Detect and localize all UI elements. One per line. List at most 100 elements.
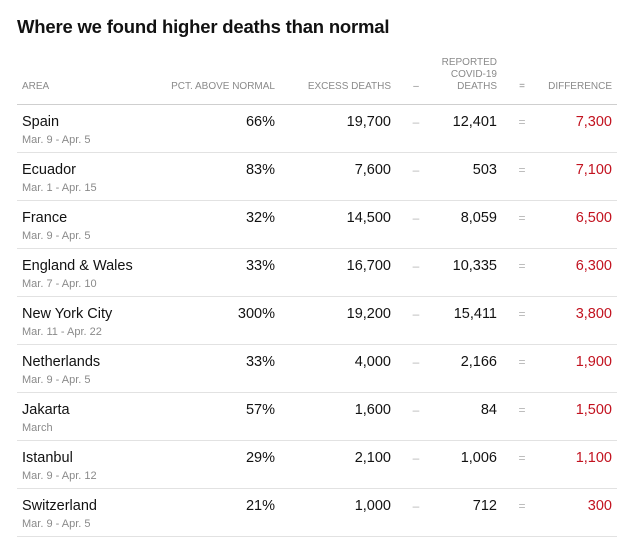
area-cell: France Mar. 9 - Apr. 5 [17,200,167,249]
excess-deaths-value: 1,000 [354,498,391,514]
difference-value: 3,800 [575,306,612,322]
equals-operator: = [497,248,547,297]
table-row: Istanbul Mar. 9 - Apr. 12 29% 2,100– 1,006 = 1… [17,440,617,489]
excess-deaths-value: 19,200 [346,306,391,322]
table-row: Switzerland Mar. 9 - Apr. 5 21% 1,000– 712 = 3… [17,488,617,537]
pct-above-normal-cell: 32% [167,200,275,249]
area-date-range: Mar. 9 - Apr. 12 [22,470,97,482]
difference-cell: 6,500 [547,200,617,249]
area-date-range: Mar. 1 - Apr. 15 [22,182,97,194]
pct-above-normal-value: 57% [245,402,275,418]
table-row: New York City Mar. 11 - Apr. 22 300% 19,200… [17,296,617,345]
column-header-area: AREA [17,55,167,105]
difference-cell: 300 [547,488,617,537]
excess-deaths-value: 14,500 [346,210,391,226]
pct-above-normal-value: 33% [245,258,275,274]
excess-deaths-table: AREA PCT. ABOVE NORMAL EXCESS DEATHS – R… [17,55,617,537]
area-name: Ecuador [22,162,77,178]
area-name: France [22,210,68,226]
excess-deaths-value: 1,600 [354,402,391,418]
minus-operator: – [391,104,441,153]
table-row: Netherlands Mar. 9 - Apr. 5 33% 4,000– 2,166… [17,344,617,393]
equals-operator: = [497,296,547,345]
difference-value: 6,300 [575,258,612,274]
area-name: Spain [22,114,60,130]
pct-above-normal-cell: 83% [167,152,275,201]
excess-deaths-cell: 1,600 [275,392,391,441]
reported-deaths-cell: 84 [441,392,497,441]
excess-deaths-cell: 4,000 [275,344,391,393]
excess-deaths-cell: 14,500 [275,200,391,249]
equals-operator: = [497,392,547,441]
reported-deaths-cell: 10,335 [441,248,497,297]
reported-deaths-value: 503 [472,162,497,178]
area-cell: Istanbul Mar. 9 - Apr. 12 [17,440,167,489]
difference-cell: 1,100 [547,440,617,489]
pct-above-normal-cell: 33% [167,248,275,297]
area-name: Jakarta [22,402,70,418]
difference-value: 7,100 [575,162,612,178]
table-row: England & Wales Mar. 7 - Apr. 10 33% 16,700… [17,248,617,297]
table-header-row: AREA PCT. ABOVE NORMAL EXCESS DEATHS – R… [17,55,617,105]
area-cell: Ecuador Mar. 1 - Apr. 15 [17,152,167,201]
pct-above-normal-value: 21% [245,498,275,514]
area-name: England & Wales [22,258,133,274]
pct-above-normal-cell: 29% [167,440,275,489]
reported-deaths-value: 10,335 [452,258,497,274]
difference-cell: 7,300 [547,104,617,153]
difference-value: 1,900 [575,354,612,370]
difference-value: 1,500 [575,402,612,418]
equals-operator: = [497,152,547,201]
reported-deaths-value: 712 [472,498,497,514]
reported-deaths-value: 12,401 [452,114,497,130]
column-header-pct-above-normal: PCT. ABOVE NORMAL [167,55,275,105]
minus-operator: – [391,152,441,201]
pct-above-normal-value: 66% [245,114,275,130]
column-header-minus: – [391,55,441,105]
pct-above-normal-value: 83% [245,162,275,178]
pct-above-normal-cell: 300% [167,296,275,345]
table-row: Jakarta March 57% 1,600– 84 = 1,500 [17,392,617,441]
minus-operator: – [391,392,441,441]
pct-above-normal-value: 29% [245,450,275,466]
pct-above-normal-value: 300% [237,306,275,322]
difference-cell: 1,500 [547,392,617,441]
area-date-range: Mar. 7 - Apr. 10 [22,278,97,290]
column-header-reported-deaths: REPORTED COVID-19 DEATHS [441,55,497,105]
excess-deaths-value: 19,700 [346,114,391,130]
difference-value: 1,100 [575,450,612,466]
minus-operator: – [391,248,441,297]
table-row: Ecuador Mar. 1 - Apr. 15 83% 7,600– 503 = 7,10… [17,152,617,201]
area-cell: Jakarta March [17,392,167,441]
excess-deaths-value: 4,000 [354,354,391,370]
table-row: France Mar. 9 - Apr. 5 32% 14,500– 8,059 = 6,5… [17,200,617,249]
reported-deaths-cell: 712 [441,488,497,537]
equals-operator: = [497,104,547,153]
equals-operator: = [497,200,547,249]
area-date-range: Mar. 9 - Apr. 5 [22,134,91,146]
area-cell: Switzerland Mar. 9 - Apr. 5 [17,488,167,537]
reported-deaths-cell: 12,401 [441,104,497,153]
area-date-range: Mar. 11 - Apr. 22 [22,326,102,338]
difference-value: 7,300 [575,114,612,130]
pct-above-normal-cell: 21% [167,488,275,537]
reported-deaths-value: 15,411 [453,306,497,322]
reported-deaths-value: 8,059 [460,210,497,226]
reported-deaths-cell: 8,059 [441,200,497,249]
minus-operator: – [391,344,441,393]
difference-cell: 6,300 [547,248,617,297]
reported-deaths-cell: 1,006 [441,440,497,489]
reported-deaths-cell: 503 [441,152,497,201]
difference-cell: 1,900 [547,344,617,393]
minus-operator: – [391,440,441,489]
excess-deaths-value: 2,100 [354,450,391,466]
excess-deaths-value: 7,600 [354,162,391,178]
excess-deaths-cell: 7,600 [275,152,391,201]
excess-deaths-cell: 19,700 [275,104,391,153]
column-header-excess-deaths: EXCESS DEATHS [275,55,391,105]
equals-operator: = [497,440,547,489]
area-name: Istanbul [22,450,73,466]
column-header-difference: DIFFERENCE [547,55,617,105]
excess-deaths-cell: 1,000 [275,488,391,537]
reported-deaths-cell: 2,166 [441,344,497,393]
